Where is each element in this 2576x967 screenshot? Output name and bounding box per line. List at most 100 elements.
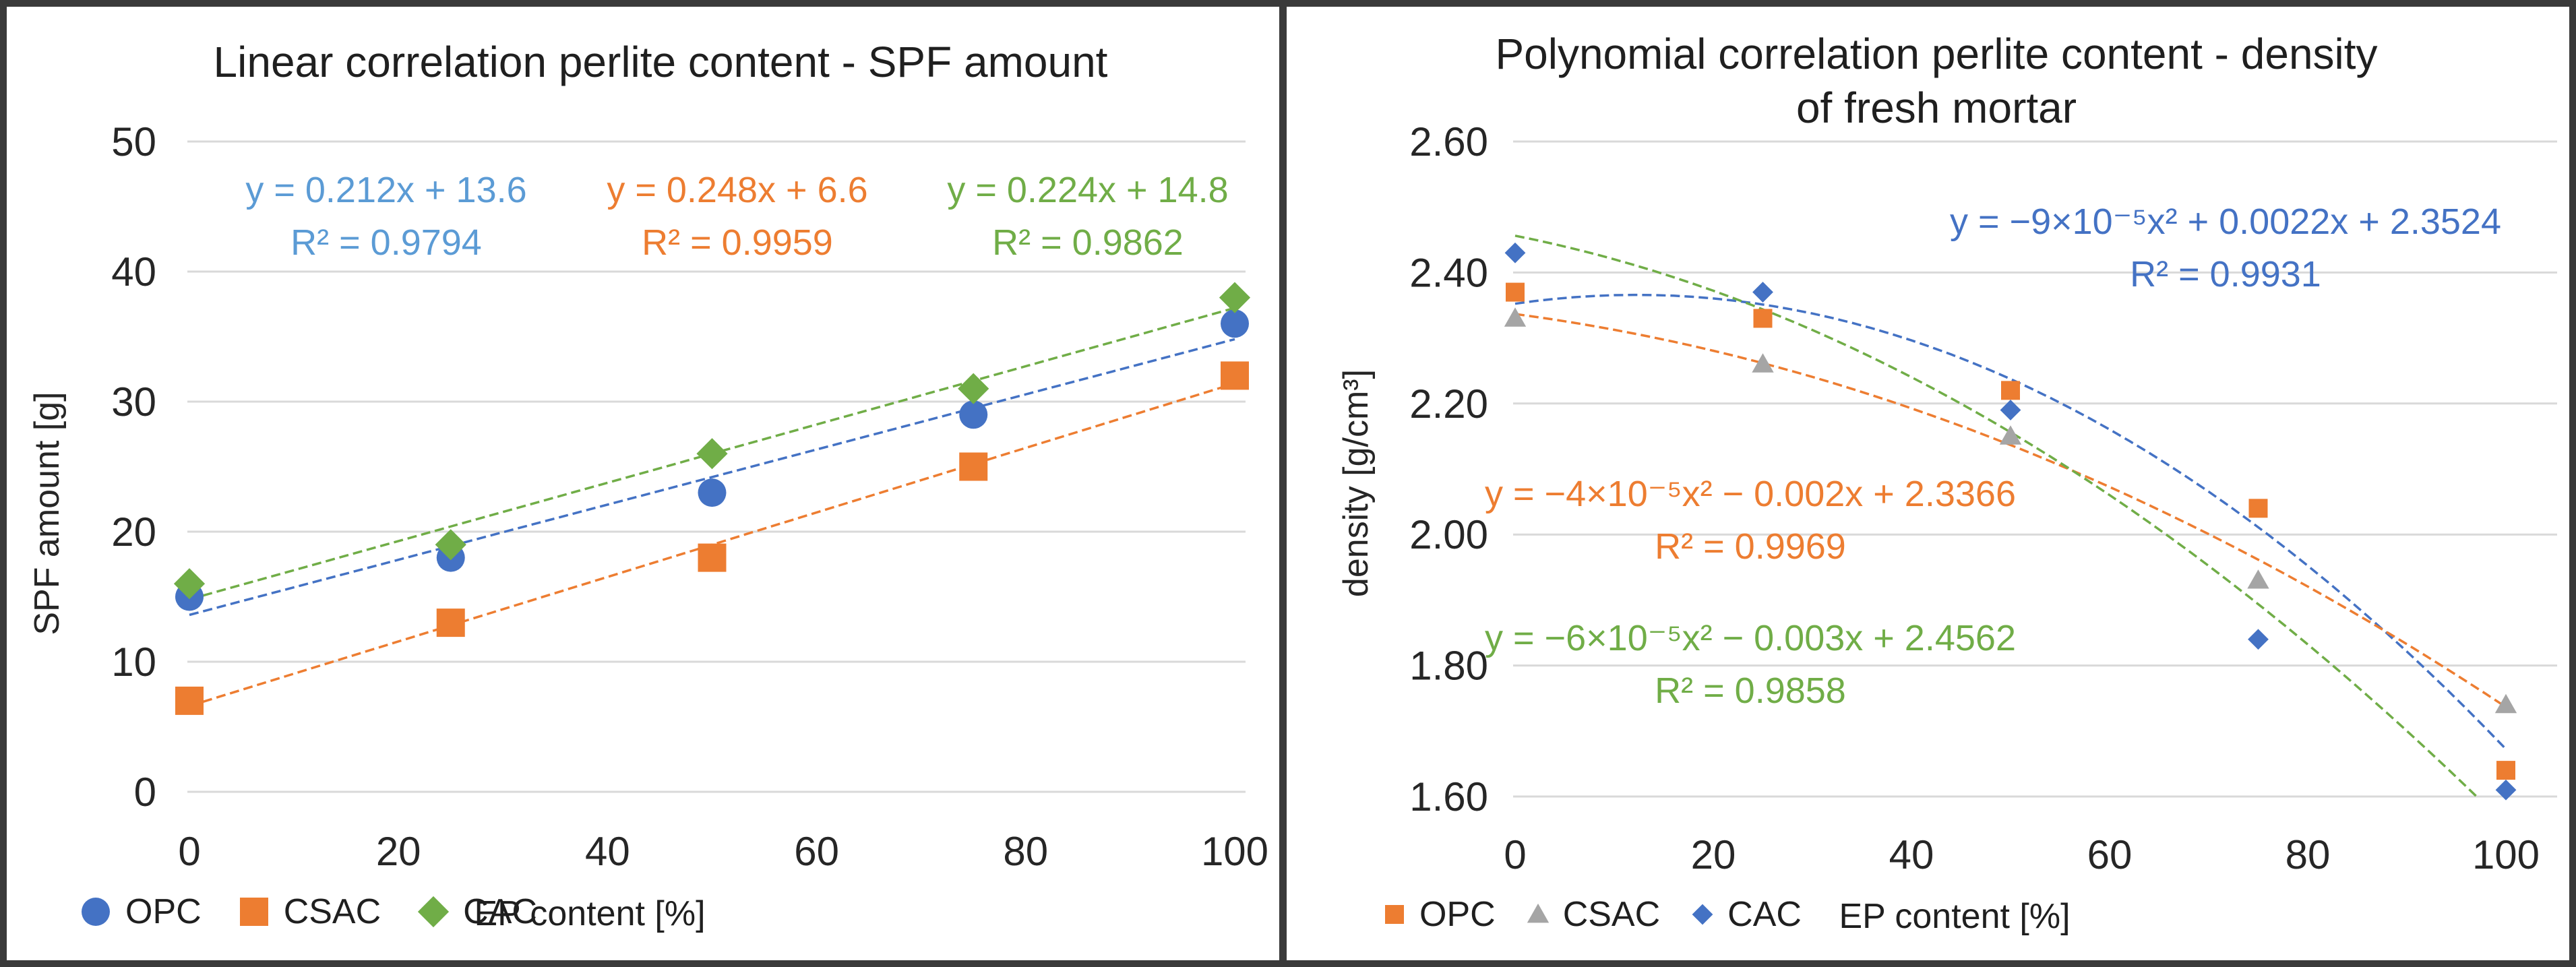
square-marker-icon	[238, 896, 270, 928]
diamond-marker-icon	[435, 529, 466, 561]
x-tick-label: 80	[2286, 832, 2331, 877]
square-marker-icon	[239, 898, 268, 926]
equation-r2: R² = 0.9794	[290, 222, 482, 263]
square-marker-icon	[175, 686, 204, 715]
equation-r2: R² = 0.9969	[1655, 526, 1846, 567]
trendline-OPC	[189, 338, 1235, 617]
square-marker-icon	[436, 609, 465, 637]
equation-r2: R² = 0.9931	[2130, 254, 2321, 294]
legend-label: CAC	[1727, 895, 1802, 934]
trendline-equation-csac-right: y = −4×10⁻⁵x² − 0.002x + 2.3366 R² = 0.9…	[1485, 468, 2016, 573]
legend-item-cac: CAC	[1691, 894, 1802, 935]
x-tick-label: 0	[1504, 832, 1526, 877]
circle-marker-icon	[80, 896, 112, 928]
triangle-marker-icon	[2494, 693, 2517, 714]
gridlines	[1513, 140, 2557, 798]
legend-left: OPC CSAC CAC	[80, 888, 537, 935]
diamond-marker-icon	[696, 438, 728, 470]
y-tick-label: 20	[111, 509, 156, 555]
trendlines	[189, 307, 1235, 708]
y-tick-label: 0	[134, 770, 156, 815]
legend-item-cac: CAC	[417, 892, 537, 932]
square-marker-icon	[2001, 381, 2020, 400]
equation-text: y = 0.224x + 14.8	[947, 170, 1229, 210]
y-tick-label: 10	[111, 640, 156, 685]
equation-r2: R² = 0.9959	[642, 222, 833, 263]
x-tick-label: 60	[794, 829, 839, 874]
x-axis-title-right: EP content [%]	[1839, 897, 2071, 936]
legend-label: CSAC	[283, 892, 381, 931]
triangle-marker-icon	[2247, 569, 2269, 589]
triangle-marker-icon	[1527, 903, 1550, 926]
y-tick-label: 2.40	[1409, 250, 1488, 295]
circle-marker-icon	[1221, 309, 1249, 338]
y-tick-label: 1.60	[1409, 774, 1488, 819]
legend-item-opc: OPC	[80, 892, 202, 932]
square-marker-icon	[2496, 761, 2515, 780]
legend-right: OPC CSAC CAC	[1383, 891, 1802, 938]
trendline-equation-cac-left: y = 0.224x + 14.8 R² = 0.9862	[947, 164, 1228, 269]
legend-label: CSAC	[1562, 895, 1661, 934]
legend-item-opc: OPC	[1383, 894, 1496, 935]
square-marker-icon	[1383, 903, 1406, 926]
triangle-marker-icon	[1504, 307, 1527, 327]
chart-title-line1: Polynomial correlation perlite content -…	[1495, 30, 2378, 78]
x-tick-label: 80	[1003, 829, 1048, 874]
y-tick-label: 2.60	[1409, 119, 1488, 164]
y-tick-label: 30	[111, 379, 156, 425]
x-tick-label: 20	[1691, 832, 1736, 877]
x-tick-label: 40	[585, 829, 630, 874]
x-tick-label: 100	[1201, 829, 1268, 874]
diamond-marker-icon	[1691, 903, 1714, 926]
x-tick-label: 60	[2087, 832, 2133, 877]
diamond-marker-icon	[2495, 779, 2517, 801]
y-tick-label: 50	[111, 119, 156, 164]
square-marker-icon	[959, 452, 988, 481]
panel-divider	[1279, 0, 1287, 967]
x-tick-label: 100	[2472, 832, 2540, 877]
equation-r2: R² = 0.9862	[992, 222, 1184, 263]
trendline-equation-csac-left: y = 0.248x + 6.6 R² = 0.9959	[607, 164, 867, 269]
chart-title-polynomial: Polynomial correlation perlite content -…	[1384, 27, 2489, 135]
trendline-CSAC	[1514, 313, 2507, 708]
data-points	[173, 282, 1251, 715]
trendline-equation-opc-right: y = −9×10⁻⁵x² + 0.0022x + 2.3524 R² = 0.…	[1950, 195, 2501, 301]
chart-title-line2: of fresh mortar	[1796, 84, 2077, 132]
trendline-CAC	[1514, 235, 2480, 798]
triangle-marker-icon	[1752, 353, 1774, 373]
diamond-marker-icon	[1692, 904, 1713, 925]
circle-marker-icon	[698, 478, 727, 507]
legend-item-csac: CSAC	[238, 892, 381, 932]
square-marker-icon	[1753, 309, 1773, 328]
axis-tick-labels: 0 10 20 30 40 50 0 20 40 60 80 100	[111, 119, 1268, 874]
equation-text: y = 0.212x + 13.6	[245, 170, 527, 210]
square-marker-icon	[1385, 905, 1404, 924]
y-axis-title-right: density [g/cm³]	[1337, 369, 1376, 598]
trendline-equation-cac-right: y = −6×10⁻⁵x² − 0.003x + 2.4562 R² = 0.9…	[1485, 612, 2016, 717]
legend-label: OPC	[1419, 895, 1496, 934]
legend-item-csac: CSAC	[1527, 894, 1660, 935]
circle-marker-icon	[82, 898, 110, 926]
equation-r2: R² = 0.9858	[1655, 670, 1846, 711]
square-marker-icon	[1506, 282, 1525, 302]
legend-label: CAC	[463, 892, 537, 931]
square-marker-icon	[1221, 361, 1249, 390]
diamond-marker-icon	[2248, 629, 2269, 650]
y-tick-label: 1.80	[1409, 644, 1488, 689]
trendlines	[1514, 235, 2507, 798]
diamond-marker-icon	[173, 568, 206, 600]
x-tick-label: 40	[1889, 832, 1934, 877]
chart-title-linear: Linear correlation perlite content - SPF…	[213, 38, 1108, 86]
y-axis-title-left: SPF amount [g]	[28, 392, 67, 635]
diamond-marker-icon	[958, 373, 989, 404]
equation-text: y = −6×10⁻⁵x² − 0.003x + 2.4562	[1485, 618, 2016, 658]
equation-text: y = 0.248x + 6.6	[607, 170, 868, 210]
y-tick-label: 2.20	[1409, 381, 1488, 427]
y-tick-label: 2.00	[1409, 512, 1488, 557]
diamond-marker-icon	[418, 896, 450, 928]
diamond-marker-icon	[1752, 282, 1773, 303]
legend-label: OPC	[125, 892, 202, 931]
x-tick-label: 20	[376, 829, 421, 874]
